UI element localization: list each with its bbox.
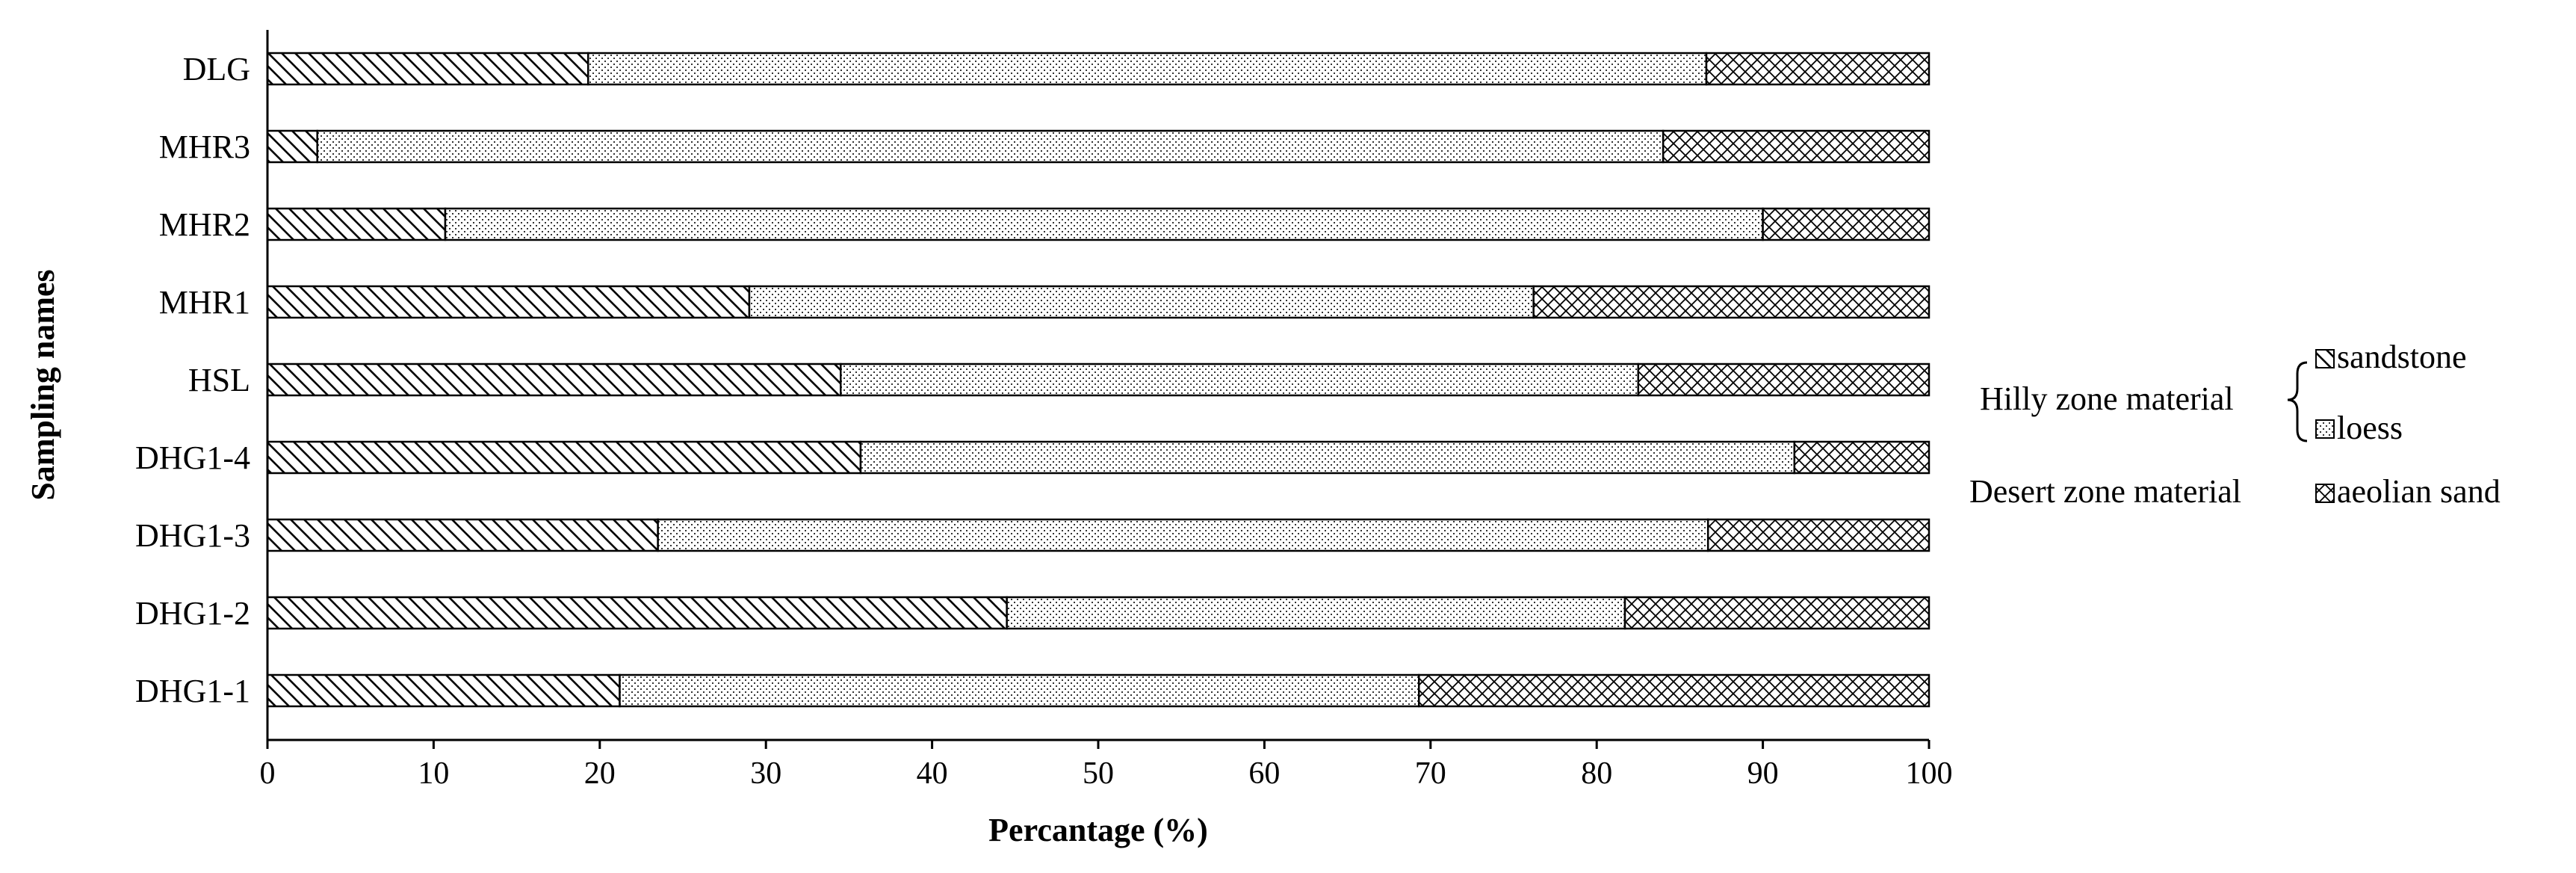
bar-dlg-loess: [586, 52, 1708, 86]
bar-group: [266, 52, 1931, 708]
category-label-dlg: DLG: [183, 51, 250, 87]
legend-swatch-aeolian-sand: [2315, 484, 2335, 503]
bar-dhg1-1-loess: [619, 673, 1420, 708]
bar-dhg1-3-aeolian-sand: [1706, 518, 1931, 552]
bar-dlg-sandstone: [266, 52, 589, 86]
category-label-mhr1: MHR1: [159, 284, 250, 321]
bar-dlg-aeolian-sand: [1705, 52, 1931, 86]
bar-hsl-sandstone: [266, 363, 842, 397]
legend-swatch-loess: [2315, 419, 2335, 439]
legend-label-loess: loess: [2337, 410, 2403, 446]
category-label-dhg1-3: DHG1-3: [135, 517, 250, 554]
bar-dhg1-1-sandstone: [266, 673, 621, 708]
bar-hsl-aeolian-sand: [1637, 363, 1931, 397]
x-axis-title: Percantage (%): [988, 812, 1208, 848]
bar-mhr3-aeolian-sand: [1662, 129, 1931, 164]
bar-dhg1-3-loess: [657, 518, 1709, 552]
bar-mhr2-sandstone: [266, 207, 447, 241]
x-ticks: 0 10 20 30 40 50 60 70 80 90 100: [260, 740, 1953, 791]
category-label-hsl: HSL: [188, 362, 250, 398]
x-tick-label-10: 10: [418, 756, 449, 791]
bar-dhg1-4-loess: [859, 440, 1796, 475]
legend-group-desert-label: Desert zone material: [1969, 473, 2241, 510]
category-label-dhg1-1: DHG1-1: [135, 673, 250, 709]
legend: Hilly zone material sandstone loess Dese…: [1969, 339, 2501, 510]
bar-dhg1-1-aeolian-sand: [1417, 673, 1931, 708]
category-label-mhr2: MHR2: [159, 206, 250, 243]
x-tick-label-40: 40: [917, 756, 948, 791]
x-tick-label-30: 30: [750, 756, 781, 791]
bar-dhg1-2-loess: [1006, 596, 1626, 630]
category-label-dhg1-2: DHG1-2: [135, 595, 250, 632]
x-tick-label-20: 20: [584, 756, 616, 791]
bar-dhg1-2-aeolian-sand: [1623, 596, 1931, 630]
bar-dhg1-3-sandstone: [266, 518, 659, 552]
x-tick-label-60: 60: [1248, 756, 1280, 791]
bar-dhg1-4-sandstone: [266, 440, 862, 475]
category-label-dhg1-4: DHG1-4: [135, 439, 250, 476]
bar-dhg1-2-sandstone: [266, 596, 1008, 630]
bar-dhg1-4-aeolian-sand: [1793, 440, 1931, 475]
bar-mhr3-sandstone: [266, 129, 318, 164]
x-tick-label-90: 90: [1747, 756, 1779, 791]
legend-bracket: [2287, 361, 2308, 442]
category-label-mhr3: MHR3: [159, 129, 250, 165]
category-labels: DLG MHR3 MHR2 MHR1 HSL DHG1-4 DHG1-3 DHG1-2 DHG1…: [135, 51, 250, 709]
x-tick-label-70: 70: [1415, 756, 1446, 791]
y-axis-title: Sampling names: [25, 269, 61, 500]
bar-mhr2-loess: [444, 207, 1764, 241]
legend-label-sandstone: sandstone: [2337, 339, 2467, 375]
legend-swatch-sandstone: [2315, 349, 2335, 368]
x-tick-label-100: 100: [1906, 756, 1953, 791]
legend-label-aeolian-sand: aeolian sand: [2337, 473, 2501, 510]
bar-mhr1-aeolian-sand: [1532, 285, 1931, 319]
x-tick-label-80: 80: [1581, 756, 1612, 791]
bar-mhr2-aeolian-sand: [1762, 207, 1931, 241]
bar-hsl-loess: [840, 363, 1640, 397]
bar-mhr1-loess: [748, 285, 1535, 319]
bar-mhr3-loess: [316, 129, 1665, 164]
x-tick-label-50: 50: [1083, 756, 1114, 791]
x-tick-label-0: 0: [260, 756, 276, 791]
legend-group-hilly-label: Hilly zone material: [1980, 380, 2234, 417]
bar-mhr1-sandstone: [266, 285, 751, 319]
